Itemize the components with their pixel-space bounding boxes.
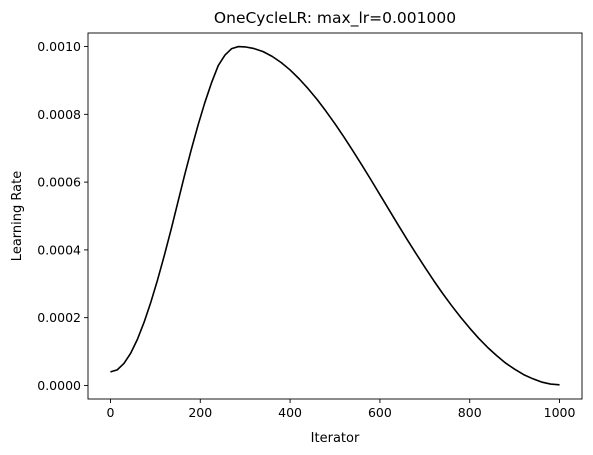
x-axis-label: Iterator <box>311 431 360 446</box>
x-tick-label: 400 <box>278 405 302 420</box>
y-tick-label: 0.0000 <box>37 378 81 393</box>
y-tick-label: 0.0002 <box>37 310 81 325</box>
plot-frame <box>87 32 583 400</box>
x-tick-label: 200 <box>188 405 212 420</box>
series-line-0 <box>110 45 560 386</box>
y-tick-label: 0.0008 <box>37 107 81 122</box>
y-tick-label: 0.0006 <box>37 175 81 190</box>
x-tick-label: 1000 <box>544 405 576 420</box>
x-tick-label: 800 <box>458 405 482 420</box>
y-axis-label: Learning Rate <box>10 171 25 261</box>
x-tick-label: 600 <box>368 405 392 420</box>
y-tick-label: 0.0004 <box>37 242 81 257</box>
chart-title: OneCycleLR: max_lr=0.001000 <box>214 9 456 28</box>
y-tick-label: 0.0010 <box>37 39 81 54</box>
plot-area: 0 200 400 600 800 1000 0.0000 0.0002 0.0004 0.000… <box>37 32 583 420</box>
x-tick-label: 0 <box>106 405 114 420</box>
